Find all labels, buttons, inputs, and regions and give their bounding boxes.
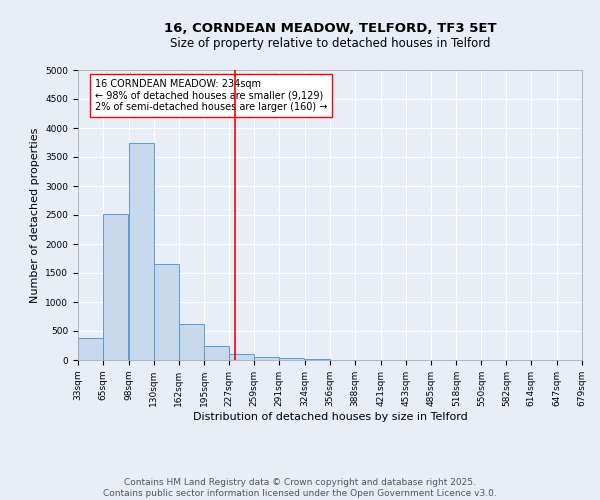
X-axis label: Distribution of detached houses by size in Telford: Distribution of detached houses by size …: [193, 412, 467, 422]
Bar: [179, 324, 203, 360]
Bar: [103, 214, 128, 360]
Bar: [229, 354, 254, 360]
Text: 16 CORNDEAN MEADOW: 234sqm
← 98% of detached houses are smaller (9,129)
2% of se: 16 CORNDEAN MEADOW: 234sqm ← 98% of deta…: [95, 78, 328, 112]
Bar: [78, 338, 103, 360]
Bar: [205, 346, 229, 360]
Bar: [254, 357, 279, 360]
Text: 16, CORNDEAN MEADOW, TELFORD, TF3 5ET: 16, CORNDEAN MEADOW, TELFORD, TF3 5ET: [164, 22, 496, 36]
Bar: [129, 142, 154, 360]
Text: Contains HM Land Registry data © Crown copyright and database right 2025.
Contai: Contains HM Land Registry data © Crown c…: [103, 478, 497, 498]
Y-axis label: Number of detached properties: Number of detached properties: [30, 128, 40, 302]
Bar: [279, 358, 304, 360]
Bar: [154, 264, 179, 360]
Text: Size of property relative to detached houses in Telford: Size of property relative to detached ho…: [170, 38, 490, 51]
